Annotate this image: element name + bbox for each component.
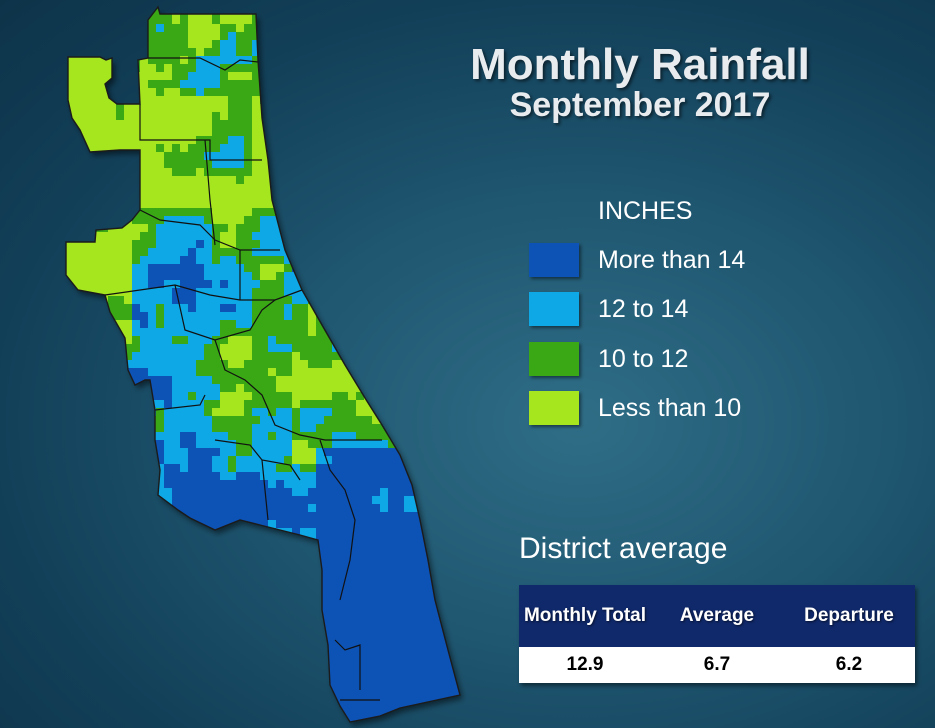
column-header-departure: Departure xyxy=(783,585,915,647)
average-value: 6.7 xyxy=(651,647,783,683)
district-average-heading: District average xyxy=(519,532,728,565)
map-title: Monthly Rainfall xyxy=(470,40,810,89)
legend-item-more-than-14: More than 14 xyxy=(529,243,829,279)
legend-item-12-to-14: 12 to 14 xyxy=(529,292,829,328)
district-average-table: Monthly Total Average Departure 12.9 6.7… xyxy=(519,585,915,683)
legend-swatch xyxy=(529,292,579,326)
legend-label: 12 to 14 xyxy=(598,295,689,323)
column-header-monthly-total: Monthly Total xyxy=(519,585,651,647)
column-header-average: Average xyxy=(651,585,783,647)
legend-swatch xyxy=(529,391,579,425)
county-boundaries xyxy=(104,57,382,701)
legend-swatch xyxy=(529,342,579,376)
departure-value: 6.2 xyxy=(783,647,915,683)
table-row: 12.9 6.7 6.2 xyxy=(519,647,915,683)
legend-label: More than 14 xyxy=(598,246,746,274)
legend-swatch xyxy=(529,243,579,277)
monthly-total-value: 12.9 xyxy=(519,647,651,683)
legend-item-less-than-10: Less than 10 xyxy=(529,391,829,427)
legend-item-10-to-12: 10 to 12 xyxy=(529,342,829,378)
legend-label: Less than 10 xyxy=(598,394,742,422)
legend-title: INCHES xyxy=(598,197,693,225)
legend-label: 10 to 12 xyxy=(598,345,689,373)
table-header-row: Monthly Total Average Departure xyxy=(519,585,915,647)
rainfall-cells xyxy=(66,7,460,722)
map-subtitle: September 2017 xyxy=(509,86,771,124)
